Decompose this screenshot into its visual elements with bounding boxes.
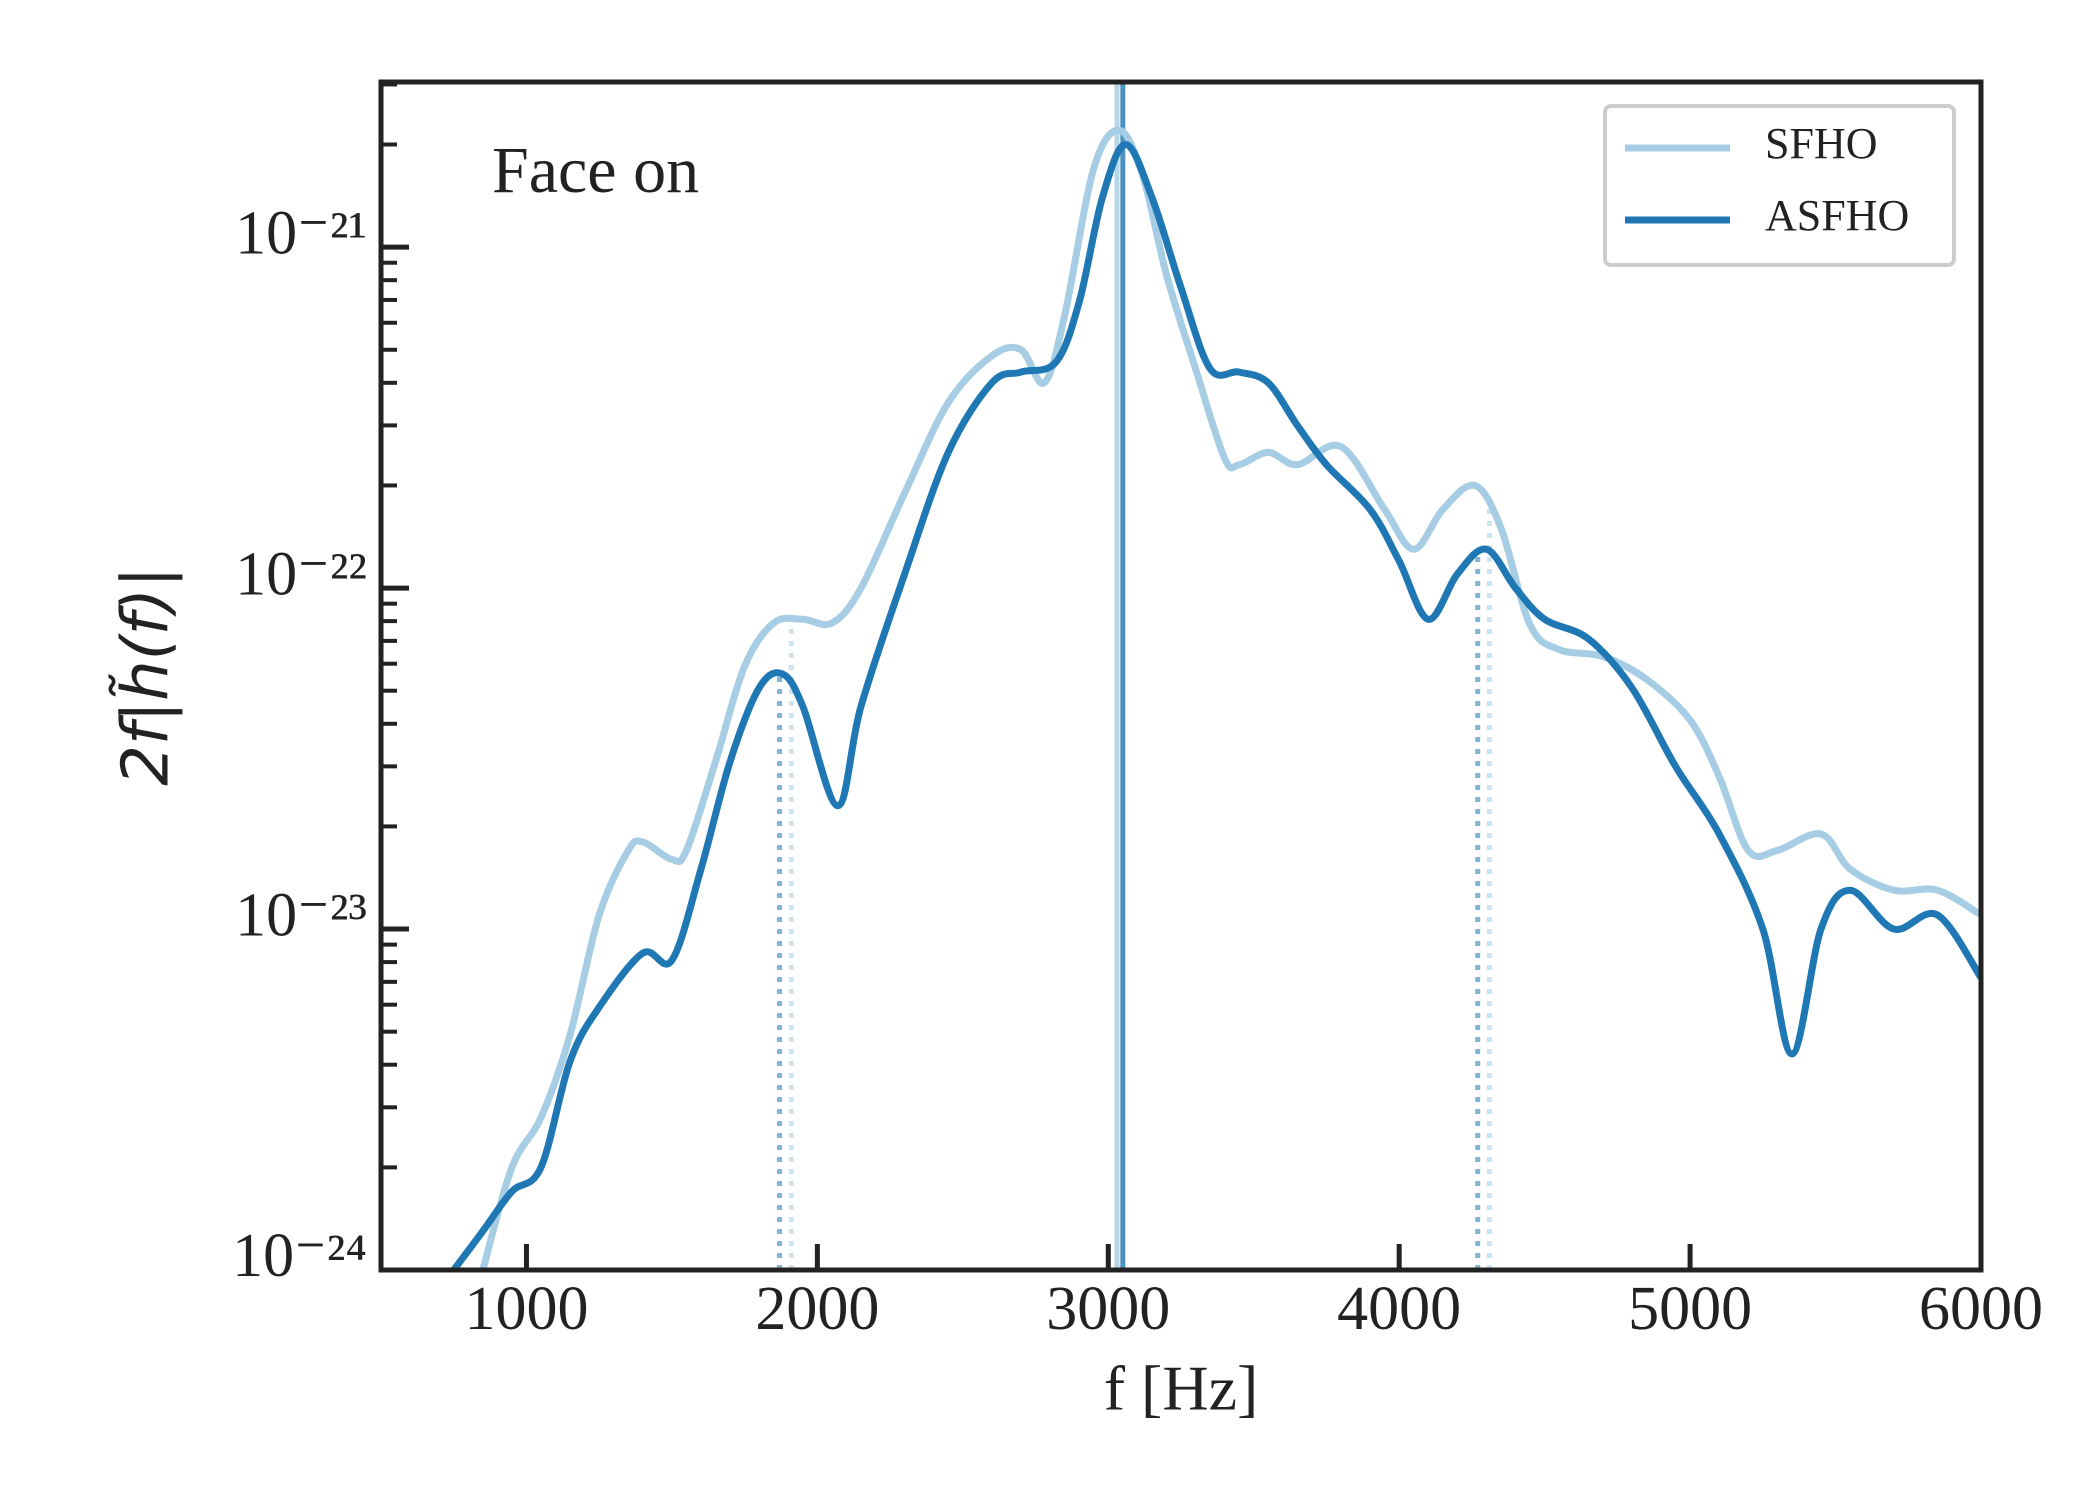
plot-frame [378,79,1984,1273]
x-tick-label: 6000 [1919,1275,2043,1343]
y-tick-label: 10⁻²² [235,540,367,608]
y-tick-label: 10⁻²⁴ [232,1222,367,1290]
y-tick-label: 10⁻²¹ [235,199,367,267]
y-axis-label: 2f|h̃(f)| [108,566,184,785]
x-tick-label: 2000 [755,1275,879,1343]
x-tick-label: 3000 [1046,1275,1170,1343]
plot-area [450,82,1981,1270]
series-line [450,140,1981,1270]
annotation: Face on [492,134,699,207]
x-tick-label: 4000 [1337,1275,1461,1343]
x-tick-label: 1000 [464,1275,588,1343]
series-line [479,126,1981,1270]
legend-label: SFHO [1765,119,1878,168]
x-tick-label: 5000 [1628,1275,1752,1343]
legend-label: ASFHO [1765,191,1909,240]
y-tick-label: 10⁻²³ [235,881,367,949]
x-axis-label: f [Hz] [1104,1353,1259,1424]
